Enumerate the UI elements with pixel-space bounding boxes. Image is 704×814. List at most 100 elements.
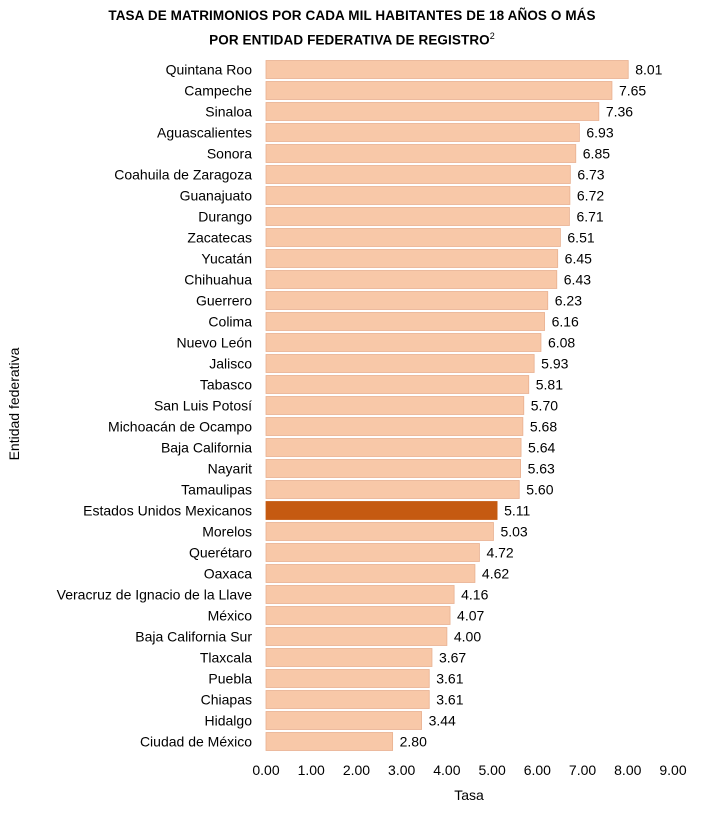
bar <box>266 502 497 520</box>
category-label: Hidalgo <box>205 713 253 729</box>
bar <box>266 376 529 394</box>
bar <box>266 292 548 310</box>
data-label: 4.62 <box>482 566 509 582</box>
category-label: Guerrero <box>196 293 252 309</box>
category-label: San Luis Potosí <box>154 398 252 414</box>
category-label: Baja California Sur <box>135 629 252 645</box>
data-label: 6.85 <box>583 146 610 162</box>
data-label: 6.73 <box>577 167 604 183</box>
category-label: Michoacán de Ocampo <box>108 419 252 435</box>
bar <box>266 481 519 499</box>
category-label: Jalisco <box>209 356 252 372</box>
data-label: 6.71 <box>576 209 603 225</box>
bar <box>266 439 521 457</box>
x-tick-label: 6.00 <box>524 762 551 778</box>
category-label: México <box>208 608 253 624</box>
bar <box>266 103 599 121</box>
x-tick-label: 1.00 <box>298 762 325 778</box>
bar <box>266 355 534 373</box>
category-label: Tamaulipas <box>181 482 252 498</box>
data-label: 5.03 <box>500 524 527 540</box>
data-label: 6.72 <box>577 188 604 204</box>
data-label: 2.80 <box>400 734 427 750</box>
bar <box>266 145 576 163</box>
x-tick-label: 0.00 <box>252 762 279 778</box>
category-label: Tabasco <box>200 377 252 393</box>
category-label: Yucatán <box>201 251 252 267</box>
category-label: Nayarit <box>208 461 252 477</box>
data-label: 7.65 <box>619 83 646 99</box>
category-label: Ciudad de México <box>140 734 252 750</box>
bar <box>266 334 541 352</box>
category-label: Querétaro <box>189 545 252 561</box>
data-label: 5.68 <box>530 419 557 435</box>
category-label: Estados Unidos Mexicanos <box>83 503 252 519</box>
data-label: 4.07 <box>457 608 484 624</box>
category-label: Tlaxcala <box>200 650 252 666</box>
category-label: Sonora <box>207 146 252 162</box>
category-label: Coahuila de Zaragoza <box>114 167 252 183</box>
bar <box>266 523 493 541</box>
data-label: 4.72 <box>486 545 513 561</box>
category-label: Chiapas <box>201 692 252 708</box>
bar <box>266 166 570 184</box>
data-label: 6.08 <box>548 335 575 351</box>
bar <box>266 733 393 751</box>
category-label: Colima <box>208 314 252 330</box>
data-label: 6.23 <box>555 293 582 309</box>
bar <box>266 61 628 79</box>
x-tick-label: 9.00 <box>659 762 686 778</box>
bar <box>266 607 450 625</box>
data-label: 6.43 <box>564 272 591 288</box>
category-label: Oaxaca <box>204 566 252 582</box>
bar <box>266 670 429 688</box>
data-label: 3.61 <box>436 671 463 687</box>
category-label: Baja California <box>161 440 252 456</box>
bar <box>266 712 422 730</box>
category-label: Chihuahua <box>184 272 252 288</box>
category-label: Veracruz de Ignacio de la Llave <box>57 587 253 603</box>
bar <box>266 649 432 667</box>
bar <box>266 313 545 331</box>
bar <box>266 691 429 709</box>
bar <box>266 460 521 478</box>
data-label: 4.00 <box>454 629 481 645</box>
x-tick-label: 5.00 <box>478 762 505 778</box>
data-label: 6.16 <box>552 314 579 330</box>
data-label: 5.63 <box>528 461 555 477</box>
bar <box>266 229 560 247</box>
bar <box>266 271 557 289</box>
data-label: 5.11 <box>504 503 530 519</box>
data-label: 4.16 <box>461 587 488 603</box>
data-label: 8.01 <box>635 62 662 78</box>
category-label: Nuevo León <box>176 335 252 351</box>
data-label: 3.61 <box>436 692 463 708</box>
bar <box>266 628 447 646</box>
category-label: Aguascalientes <box>157 125 252 141</box>
bar <box>266 124 579 142</box>
bar <box>266 586 454 604</box>
data-label: 6.93 <box>586 125 613 141</box>
data-label: 5.93 <box>541 356 568 372</box>
x-axis-label: Tasa <box>454 787 484 803</box>
category-label: Quintana Roo <box>166 62 253 78</box>
x-tick-label: 2.00 <box>343 762 370 778</box>
bar <box>266 397 524 415</box>
category-label: Durango <box>198 209 252 225</box>
bar <box>266 565 475 583</box>
data-label: 5.64 <box>528 440 555 456</box>
x-tick-label: 7.00 <box>569 762 596 778</box>
data-label: 5.60 <box>526 482 553 498</box>
bar <box>266 544 479 562</box>
category-label: Sinaloa <box>205 104 252 120</box>
category-label: Zacatecas <box>187 230 252 246</box>
bar <box>266 250 558 268</box>
data-label: 3.67 <box>439 650 466 666</box>
bar <box>266 208 569 226</box>
category-label: Puebla <box>208 671 252 687</box>
x-tick-label: 3.00 <box>388 762 415 778</box>
data-label: 3.44 <box>429 713 456 729</box>
data-label: 5.81 <box>536 377 563 393</box>
x-tick-label: 4.00 <box>433 762 460 778</box>
data-label: 6.45 <box>565 251 592 267</box>
